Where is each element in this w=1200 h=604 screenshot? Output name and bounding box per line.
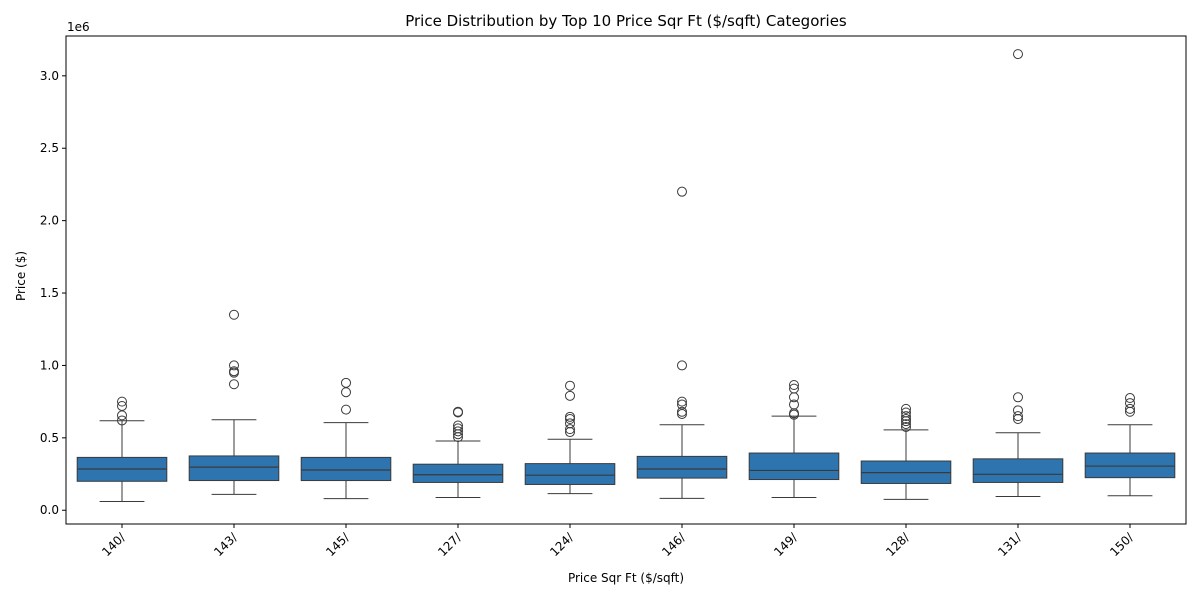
- outlier-point: [789, 379, 799, 390]
- y-tick-label: 1.5: [40, 286, 59, 300]
- outlier-point: [229, 309, 239, 320]
- iqr-box: [300, 456, 392, 482]
- outlier-point: [677, 399, 687, 410]
- x-axis-label: Price Sqr Ft ($/sqft): [568, 571, 684, 585]
- y-axis-offset-label: 1e6: [67, 20, 90, 34]
- outlier-point: [901, 403, 911, 414]
- x-tick-label: 149/: [771, 530, 801, 560]
- outlier-point: [677, 360, 687, 371]
- y-tick-label: 0.0: [40, 503, 59, 517]
- outlier-point: [117, 415, 127, 426]
- outlier-point: [677, 396, 687, 407]
- outlier-point: [565, 418, 575, 429]
- iqr-box: [188, 455, 280, 482]
- x-tick-label: 127/: [435, 530, 465, 560]
- outlier-point: [1013, 405, 1023, 416]
- outlier-point: [1125, 393, 1135, 404]
- y-tick-label: 3.0: [40, 69, 59, 83]
- outlier-point: [117, 400, 127, 411]
- outlier-point: [453, 406, 463, 417]
- iqr-box: [748, 452, 840, 481]
- plot-area: 0.0 0.5 1.0 1.5 2.0 2.5 3.0 140/143/145/127/124…: [40, 49, 1176, 560]
- y-tick-label: 1.0: [40, 358, 59, 372]
- y-axis-label: Price ($): [14, 251, 28, 301]
- x-tick-label: 124/: [547, 530, 577, 560]
- iqr-box: [636, 455, 728, 479]
- outlier-point: [229, 379, 239, 390]
- x-tick-label: 131/: [995, 530, 1025, 560]
- iqr-box: [412, 463, 504, 483]
- x-tick-label: 146/: [659, 530, 689, 560]
- iqr-box: [972, 458, 1064, 483]
- outlier-point: [341, 387, 351, 398]
- x-tick-label: 143/: [211, 530, 241, 560]
- outlier-point: [453, 423, 463, 434]
- y-tick-label: 2.5: [40, 141, 59, 155]
- outlier-point: [901, 419, 911, 430]
- outlier-point: [901, 411, 911, 422]
- outlier-point: [117, 396, 127, 407]
- outlier-point: [901, 414, 911, 425]
- outlier-point: [789, 399, 799, 410]
- outlier-point: [789, 383, 799, 394]
- outlier-point: [565, 390, 575, 401]
- outlier-point: [453, 426, 463, 437]
- outlier-point: [341, 404, 351, 415]
- y-tick-label: 0.5: [40, 431, 59, 445]
- outlier-point: [677, 186, 687, 197]
- outlier-point: [229, 366, 239, 377]
- outlier-point: [1125, 403, 1135, 414]
- outlier-point: [565, 411, 575, 422]
- outlier-point: [901, 407, 911, 418]
- x-tick-label: 128/: [883, 530, 913, 560]
- outlier-point: [1013, 392, 1023, 403]
- chart-title: Price Distribution by Top 10 Price Sqr F…: [405, 12, 847, 30]
- outlier-point: [677, 406, 687, 417]
- outlier-point: [117, 410, 127, 421]
- x-tick-label: 150/: [1107, 530, 1137, 560]
- outlier-point: [453, 420, 463, 431]
- outlier-point: [1125, 398, 1135, 409]
- outlier-point: [901, 421, 911, 432]
- outlier-point: [229, 360, 239, 371]
- outlier-point: [1013, 49, 1023, 60]
- outlier-point: [1013, 411, 1023, 422]
- iqr-box: [524, 463, 616, 485]
- x-tick-label: 140/: [99, 530, 129, 560]
- y-tick-label: 2.0: [40, 214, 59, 228]
- x-tick-label: 145/: [323, 530, 353, 560]
- iqr-box: [1084, 452, 1176, 479]
- outlier-point: [677, 408, 687, 419]
- outlier-point: [341, 377, 351, 388]
- outlier-point: [565, 424, 575, 435]
- outlier-point: [565, 380, 575, 391]
- axes-frame: [65, 35, 1187, 525]
